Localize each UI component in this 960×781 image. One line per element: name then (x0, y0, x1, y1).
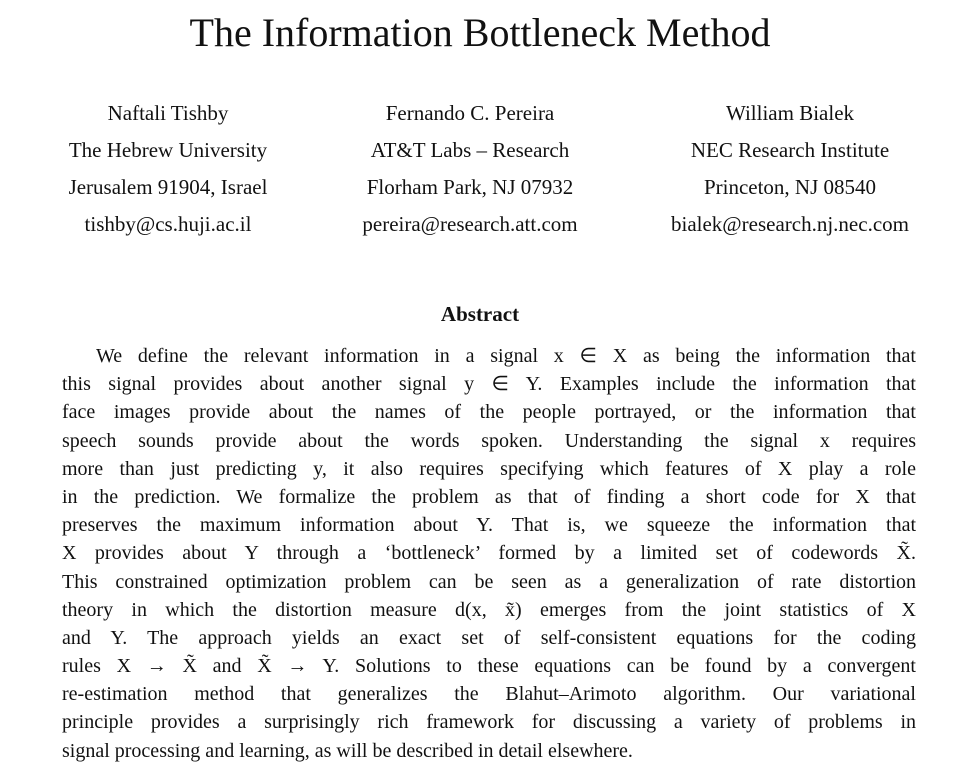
abstract-line: preserves the maximum information about … (62, 514, 916, 537)
abstract-line: We define the relevant information in a … (96, 345, 916, 367)
author-affiliation: AT&T Labs – Research (370, 138, 570, 162)
abstract-line: more than just predicting y, it also req… (62, 457, 916, 480)
author-name: William Bialek (725, 101, 855, 125)
paper-title: The Information Bottleneck Method (189, 10, 771, 55)
abstract-line: principle provides a surprisingly rich f… (62, 711, 916, 734)
abstract-line: re-estimation method that generalizes th… (62, 683, 916, 706)
author-address: Florham Park, NJ 07932 (366, 175, 574, 199)
author-address: Princeton, NJ 08540 (703, 175, 877, 199)
abstract-line: signal processing and learning, as will … (62, 739, 633, 762)
author-block: Fernando C. Pereira AT&T Labs – Research F… (310, 98, 630, 246)
author-block: William Bialek NEC Research Institute Prin… (630, 98, 950, 246)
abstract-line: and Y. The approach yields an exact set … (62, 626, 916, 649)
abstract-line: rules X → X̃ and X̃ → Y. Solutions to th… (62, 655, 916, 678)
abstract-line: this signal provides about another signa… (62, 373, 916, 396)
author-email: pereira@research.att.com (362, 212, 578, 236)
abstract-line: X provides about Y through a ‘bottleneck… (62, 542, 916, 565)
abstract-heading: Abstract (440, 302, 520, 326)
abstract-line: theory in which the distortion measure d… (62, 598, 916, 621)
author-name: Naftali Tishby (107, 101, 229, 125)
author-email: bialek@research.nj.nec.com (671, 212, 909, 236)
author-name: Fernando C. Pereira (385, 101, 555, 125)
abstract-line: speech sounds provide about the words sp… (62, 429, 916, 452)
author-affiliation: NEC Research Institute (690, 138, 890, 162)
author-email: tishby@cs.huji.ac.il (84, 212, 252, 236)
author-block: Naftali Tishby The Hebrew University Jerus… (8, 98, 328, 246)
abstract: We define the relevant information in a … (62, 342, 916, 765)
abstract-line: in the prediction. We formalize the prob… (62, 485, 916, 508)
abstract-line: This constrained optimization problem ca… (62, 570, 916, 593)
abstract-line: face images provide about the names of t… (62, 401, 916, 424)
author-address: Jerusalem 91904, Israel (68, 175, 268, 199)
author-affiliation: The Hebrew University (68, 138, 268, 162)
